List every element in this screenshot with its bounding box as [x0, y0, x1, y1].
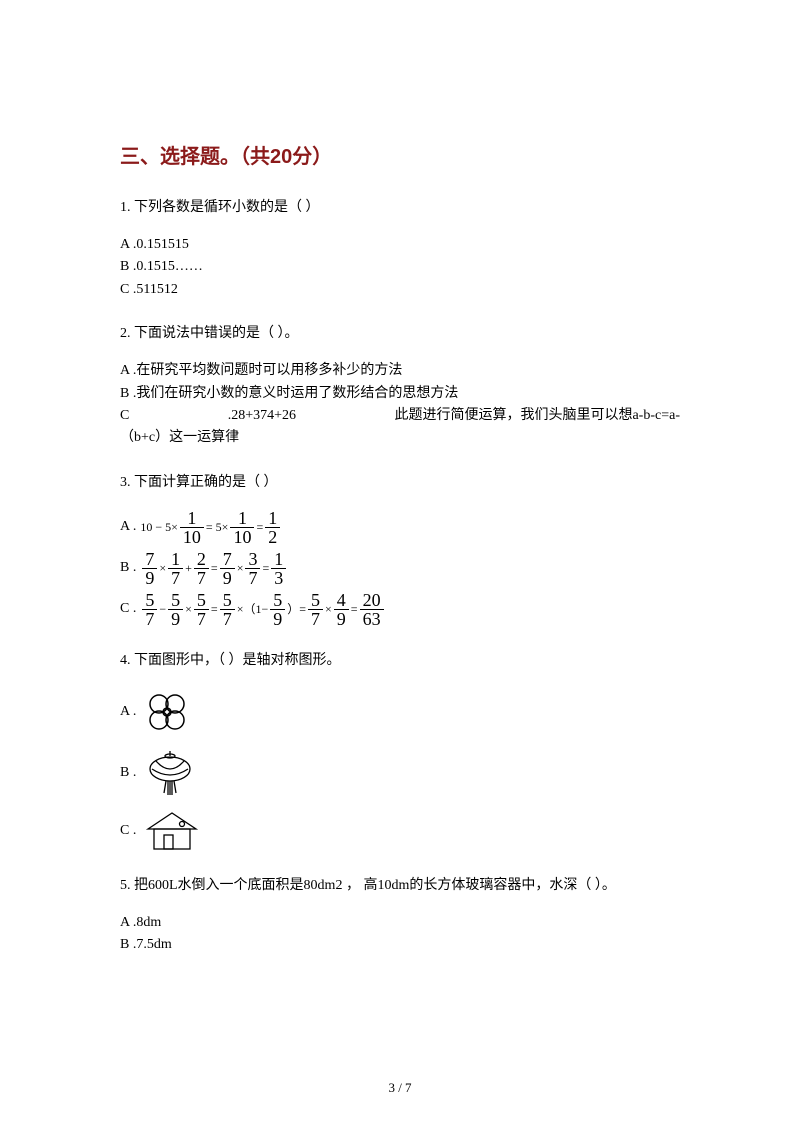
q3C-f4: 57 — [220, 591, 235, 628]
q5-text: 5. 把600L水倒入一个底面积是80dm2 ， 高10dm的长方体玻璃容器中，… — [120, 875, 680, 896]
q3-text: 3. 下面计算正确的是（ ） — [120, 472, 680, 493]
q3A-f3: 12 — [265, 509, 280, 546]
q3C-f8: 2063 — [360, 591, 384, 628]
q2-optA: A .在研究平均数问题时可以用移多补少的方法 — [120, 360, 680, 382]
lantern-icon — [142, 749, 198, 797]
q3A-pre: 10 − 5× — [140, 518, 178, 537]
q3B-f3: 27 — [194, 550, 209, 587]
section-title: 三、选择题。（共20分） — [120, 140, 680, 169]
q3C-f1: 57 — [142, 591, 157, 628]
page-footer: 3 / 7 — [0, 1080, 800, 1096]
q4C-label: C . — [120, 820, 136, 842]
q5-optA: A .8dm — [120, 912, 680, 934]
q2-optC-mid: .28+374+26 — [228, 405, 296, 427]
q2-optC-line2: （b+c）这一运算律 — [120, 427, 680, 449]
q3-optA: A . 10 − 5× 110 = 5× 110 = 12 — [120, 509, 680, 546]
q2-options: A .在研究平均数问题时可以用移多补少的方法 B .我们在研究小数的意义时运用了… — [120, 360, 680, 450]
q4-text: 4. 下面图形中，（ ）是轴对称图形。 — [120, 650, 680, 671]
q2-optC-right: 此题进行简便运算，我们头脑里可以想a-b-c=a- — [394, 405, 680, 427]
q1-text: 1. 下列各数是循环小数的是（ ） — [120, 197, 680, 218]
house-icon — [142, 809, 202, 853]
q4-optC: C . — [120, 809, 680, 853]
q4B-label: B . — [120, 762, 136, 784]
q3-options: A . 10 − 5× 110 = 5× 110 = 12 B . 79 × 1… — [120, 509, 680, 628]
q3C-f2: 59 — [168, 591, 183, 628]
q4-options: A . B . — [120, 687, 680, 853]
q3-optB: B . 79 × 17 + 27 = 79 × 37 = 13 — [120, 550, 680, 587]
q3A-label: A . — [120, 516, 136, 538]
q3A-f1: 110 — [180, 509, 204, 546]
q3C-f7: 49 — [334, 591, 349, 628]
q3C-f3: 57 — [194, 591, 209, 628]
q2-text: 2. 下面说法中错误的是（ ）。 — [120, 323, 680, 344]
q3-optC: C . 57 − 59 × 57 = 57 ×（1− 59 ）= 57 × 49… — [120, 591, 680, 628]
q2-optC-line1: C .28+374+26 此题进行简便运算，我们头脑里可以想a-b-c=a- — [120, 405, 680, 427]
q3C-f5: 59 — [270, 591, 285, 628]
q3B-f2: 17 — [168, 550, 183, 587]
q3A-mid2: = — [256, 518, 263, 537]
q3B-label: B . — [120, 557, 136, 579]
q4A-label: A . — [120, 701, 136, 723]
page-content: 三、选择题。（共20分） 1. 下列各数是循环小数的是（ ） A .0.1515… — [0, 0, 800, 957]
q3C-f6: 57 — [308, 591, 323, 628]
q4-optA: A . — [120, 687, 680, 737]
q2-optC-left: C — [120, 405, 129, 427]
q3B-f5: 37 — [245, 550, 260, 587]
q4-optB: B . — [120, 749, 680, 797]
q3B-f1: 79 — [142, 550, 157, 587]
q3B-f6: 13 — [271, 550, 286, 587]
q1-optA: A .0.151515 — [120, 234, 680, 256]
q3B-f4: 79 — [220, 550, 235, 587]
flower-icon — [142, 687, 192, 737]
q1-optC: C .511512 — [120, 279, 680, 301]
q3C-label: C . — [120, 598, 136, 620]
q3A-mid1: = 5× — [206, 518, 229, 537]
q3A-f2: 110 — [230, 509, 254, 546]
q1-options: A .0.151515 B .0.1515…… C .511512 — [120, 234, 680, 301]
q1-optB: B .0.1515…… — [120, 256, 680, 278]
q2-optB: B .我们在研究小数的意义时运用了数形结合的思想方法 — [120, 383, 680, 405]
q5-options: A .8dm B .7.5dm — [120, 912, 680, 957]
q5-optB: B .7.5dm — [120, 934, 680, 956]
